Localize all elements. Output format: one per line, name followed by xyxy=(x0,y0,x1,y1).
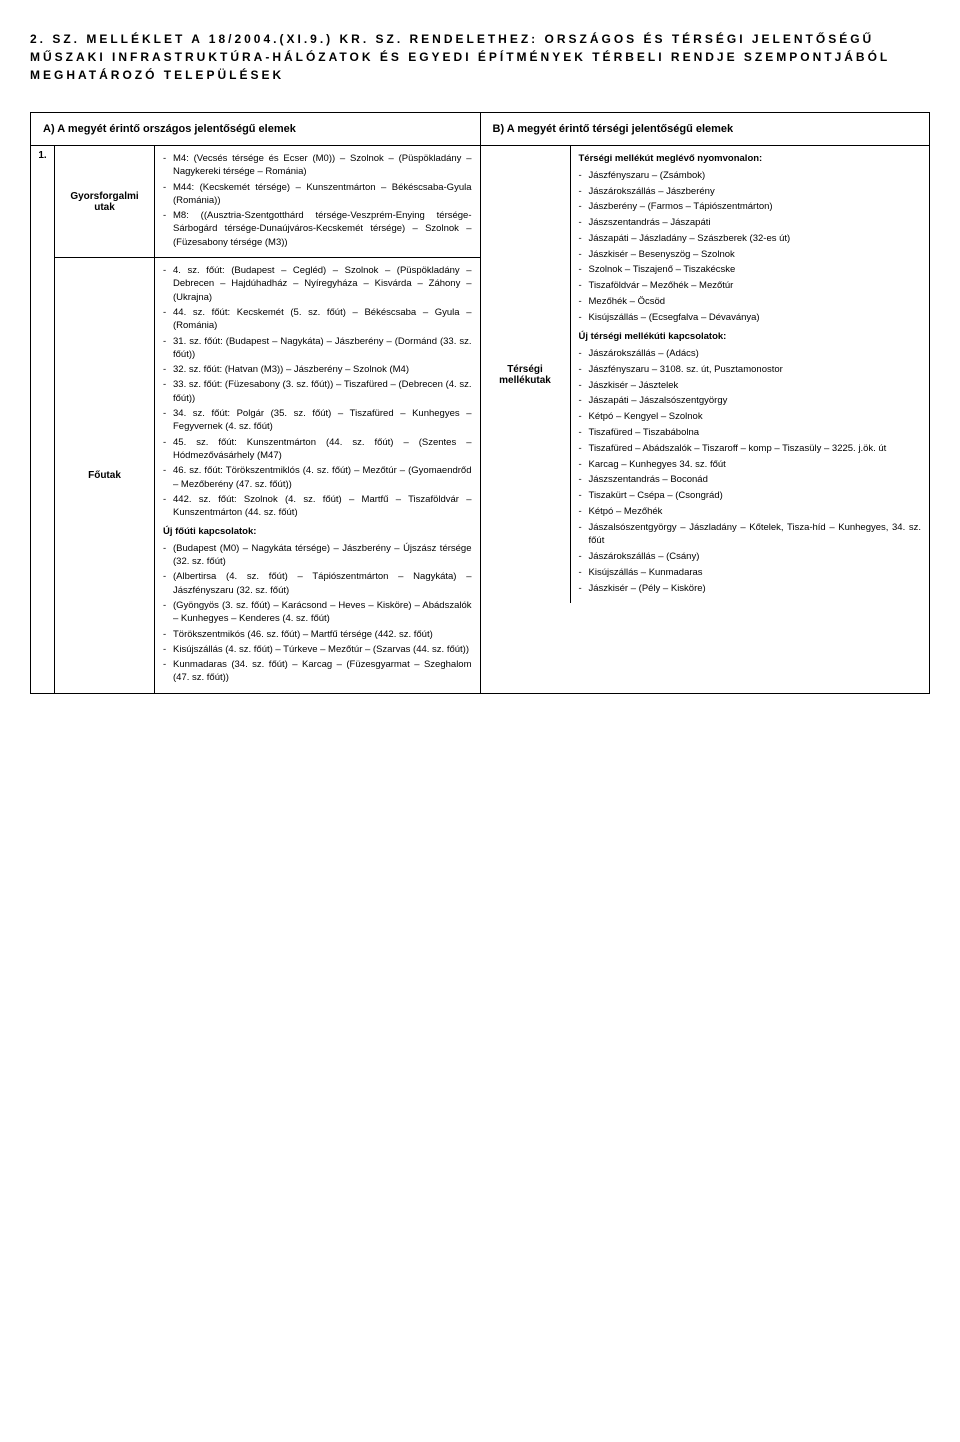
list-item: Jászberény – (Farmos – Tápiószentmárton) xyxy=(579,200,922,214)
list-item: Tiszakürt – Csépa – (Csongrád) xyxy=(579,489,922,503)
list-item: 4. sz. főút: (Budapest – Cegléd) – Szoln… xyxy=(163,264,472,304)
list-item: 34. sz. főút: Polgár (35. sz. főút) – Ti… xyxy=(163,407,472,434)
document-title: 2. SZ. MELLÉKLET A 18/2004.(XI.9.) KR. S… xyxy=(30,30,930,84)
list-item: Kunmadaras (34. sz. főút) – Karcag – (Fü… xyxy=(163,658,472,685)
list-item: 31. sz. főút: (Budapest – Nagykáta) – Já… xyxy=(163,335,472,362)
tersegi-heading-1: Térségi mellékút meglévő nyomvonalon: xyxy=(579,152,922,166)
list-item: Jászfényszaru – (Zsámbok) xyxy=(579,169,922,183)
tersegi-heading-2: Új térségi mellékúti kapcsolatok: xyxy=(579,330,922,344)
foutak-content: 4. sz. főút: (Budapest – Cegléd) – Szoln… xyxy=(155,258,480,693)
list-item: M44: (Kecskemét térsége) – Kunszentmárto… xyxy=(163,181,472,208)
list-item: Törökszentmikós (46. sz. főút) – Martfű … xyxy=(163,628,472,641)
list-item: Jászapáti – Jászladány – Szászberek (32-… xyxy=(579,232,922,246)
list-item: Jászszentandrás – Boconád xyxy=(579,473,922,487)
list-item: Jászkisér – Besenyszög – Szolnok xyxy=(579,248,922,262)
list-item: 45. sz. főút: Kunszentmárton (44. sz. fő… xyxy=(163,436,472,463)
list-item: Kisújszállás – Kunmadaras xyxy=(579,566,922,580)
list-item: (Albertirsa (4. sz. főút) – Tápiószentmá… xyxy=(163,570,472,597)
list-item: (Budapest (M0) – Nagykáta térsége) – Jás… xyxy=(163,542,472,569)
list-item: Jászkisér – Jásztelek xyxy=(579,379,922,393)
uj-fouti-heading: Új főúti kapcsolatok: xyxy=(163,525,472,538)
tersegi-mellekutak-label: Térségi mellékutak xyxy=(481,146,571,603)
list-item: Kétpó – Kengyel – Szolnok xyxy=(579,410,922,424)
list-item: Tiszafüred – Tiszabábolna xyxy=(579,426,922,440)
list-item: Kétpó – Mezőhék xyxy=(579,505,922,519)
list-item: Jászapáti – Jászalsószentgyörgy xyxy=(579,394,922,408)
row-number: 1. xyxy=(31,146,55,693)
list-item: (Gyöngyös (3. sz. főút) – Karácsond – He… xyxy=(163,599,472,626)
list-item: Karcag – Kunhegyes 34. sz. főút xyxy=(579,458,922,472)
list-item: Jászszentandrás – Jászapáti xyxy=(579,216,922,230)
list-item: 442. sz. főút: Szolnok (4. sz. főút) – M… xyxy=(163,493,472,520)
list-item: Tiszaföldvár – Mezőhék – Mezőtúr xyxy=(579,279,922,293)
foutak-label: Főutak xyxy=(55,258,155,693)
list-item: Jászkisér – (Pély – Kisköre) xyxy=(579,582,922,596)
list-item: 32. sz. főút: (Hatvan (M3)) – Jászberény… xyxy=(163,363,472,376)
column-a-header: A) A megyét érintő országos jelentőségű … xyxy=(31,113,481,146)
list-item: Jászalsószentgyörgy – Jászladány – Kőtel… xyxy=(579,521,922,549)
list-item: M8: ((Ausztria-Szentgotthárd térsége-Ves… xyxy=(163,209,472,249)
list-item: Kisújszállás (4. sz. főút) – Túrkeve – M… xyxy=(163,643,472,656)
list-item: 44. sz. főút: Kecskemét (5. sz. főút) – … xyxy=(163,306,472,333)
list-item: 46. sz. főút: Törökszentmiklós (4. sz. f… xyxy=(163,464,472,491)
list-item: Jászárokszállás – Jászberény xyxy=(579,185,922,199)
tersegi-mellekutak-content: Térségi mellékút meglévő nyomvonalon: Já… xyxy=(571,146,930,603)
list-item: Tiszafüred – Abádszalók – Tiszaroff – ko… xyxy=(579,442,922,456)
list-item: Szolnok – Tiszajenő – Tiszakécske xyxy=(579,263,922,277)
list-item: Jászárokszállás – (Csány) xyxy=(579,550,922,564)
column-b-header: B) A megyét érintő térségi jelentőségű e… xyxy=(480,113,930,146)
list-item: Kisújszállás – (Ecsegfalva – Dévaványa) xyxy=(579,311,922,325)
list-item: Jászfényszaru – 3108. sz. út, Pusztamono… xyxy=(579,363,922,377)
gyorsforgalmi-content: M4: (Vecsés térsége és Ecser (M0)) – Szo… xyxy=(155,146,480,257)
list-item: Mezőhék – Öcsöd xyxy=(579,295,922,309)
list-item: 33. sz. főút: (Füzesabony (3. sz. főút))… xyxy=(163,378,472,405)
list-item: M4: (Vecsés térsége és Ecser (M0)) – Szo… xyxy=(163,152,472,179)
list-item: Jászárokszállás – (Adács) xyxy=(579,347,922,361)
main-table: A) A megyét érintő országos jelentőségű … xyxy=(30,112,930,694)
gyorsforgalmi-label: Gyorsforgalmi utak xyxy=(55,146,155,257)
